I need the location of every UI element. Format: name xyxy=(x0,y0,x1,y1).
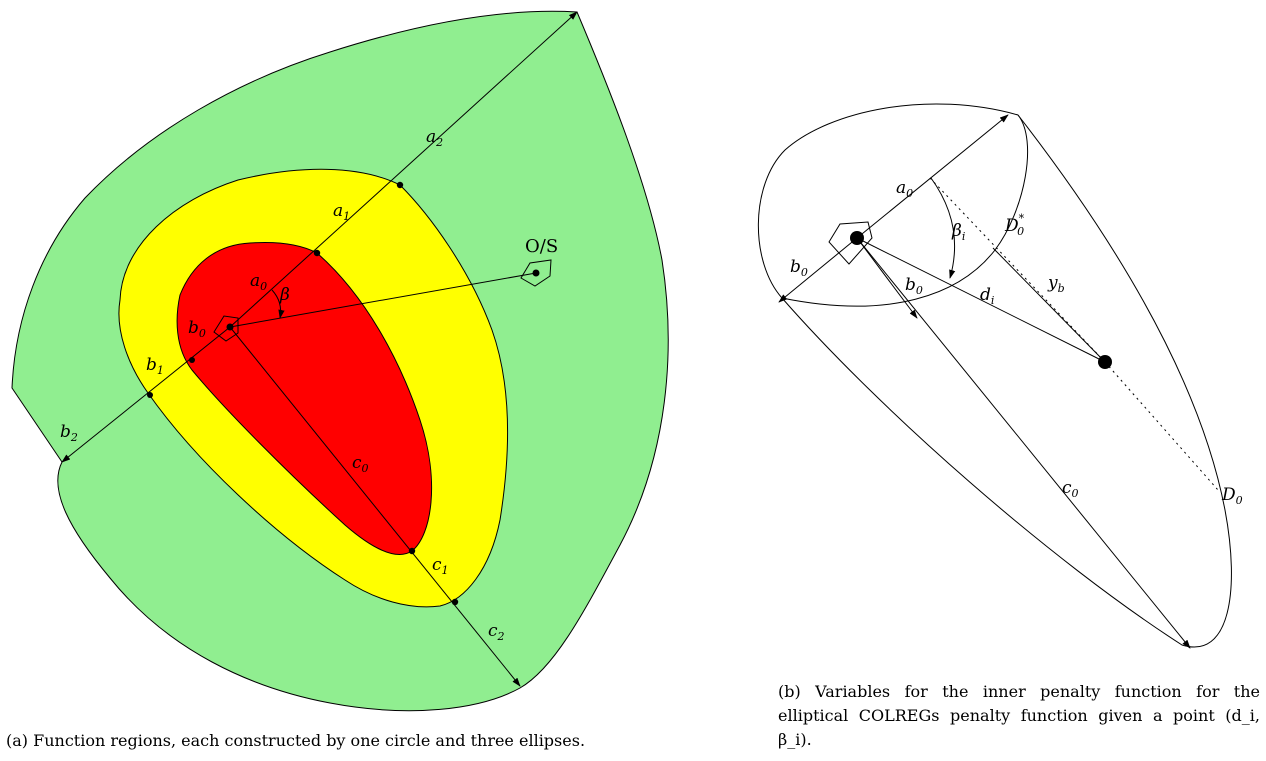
caption-a: (a) Function regions, each constructed b… xyxy=(6,731,586,750)
d0-star-label: D* 0 xyxy=(1004,212,1025,238)
d0-label: D0 xyxy=(1221,485,1243,507)
c1-point xyxy=(451,598,459,606)
figure-a: O/S a2 a1 a0 β b0 b1 b2 c0 c1 c2 xyxy=(11,10,669,712)
b2-label: b2 xyxy=(60,422,78,444)
front-ellipse xyxy=(781,114,1029,307)
d-i-label: di xyxy=(980,285,994,307)
d-i-line xyxy=(856,237,1106,363)
target-point xyxy=(1098,355,1112,369)
a0-label-b: a0 xyxy=(896,178,913,200)
own-ship-icon xyxy=(213,315,239,342)
d0-star-dotted-line xyxy=(929,177,1106,363)
b-axis-arrow xyxy=(61,326,231,463)
b0-inner-label: b0 xyxy=(905,275,923,297)
a2-label: a2 xyxy=(426,127,443,149)
penalty-outline xyxy=(757,103,1232,648)
a-axis-arrow xyxy=(229,11,578,328)
beta-label: β xyxy=(279,285,290,305)
own-ship-icon-b xyxy=(828,221,873,265)
c-axis-arrow xyxy=(229,326,521,687)
a1-label: a1 xyxy=(333,201,350,223)
a1-point xyxy=(396,181,404,189)
beta-i-label: βi xyxy=(951,221,965,243)
other-ship-icon xyxy=(520,259,552,287)
c1-label: c1 xyxy=(432,555,449,577)
inner-region xyxy=(176,242,433,555)
a0-axis-arrow xyxy=(856,114,1009,239)
b1-label: b1 xyxy=(146,355,164,377)
b0-inner-arrow xyxy=(856,237,918,319)
d0-dotted-line xyxy=(1104,361,1219,491)
c0-label: c0 xyxy=(352,453,369,475)
b0-left-label: b0 xyxy=(790,257,808,279)
y-b-line xyxy=(992,247,1106,363)
caption-b: (b) Variables for the inner penalty func… xyxy=(778,682,1260,749)
b1-point xyxy=(147,392,153,398)
os-label: O/S xyxy=(525,236,558,257)
c0-label-b: c0 xyxy=(1062,478,1079,500)
b0-point xyxy=(189,357,195,363)
b0-label: b0 xyxy=(188,318,206,340)
y-b-label: yb xyxy=(1047,273,1065,295)
c0-point xyxy=(408,547,416,555)
beta-angle-arc xyxy=(271,289,285,319)
a0-point xyxy=(313,249,321,257)
c2-label: c2 xyxy=(488,621,505,643)
b0-left-arrow xyxy=(778,237,858,303)
figure-b: a0 βi D* 0 b0 b0 di yb c0 D0 xyxy=(757,103,1243,649)
a0-label: a0 xyxy=(250,271,267,293)
c0-axis-arrow xyxy=(856,237,1191,649)
beta-i-angle-arc xyxy=(930,177,956,279)
